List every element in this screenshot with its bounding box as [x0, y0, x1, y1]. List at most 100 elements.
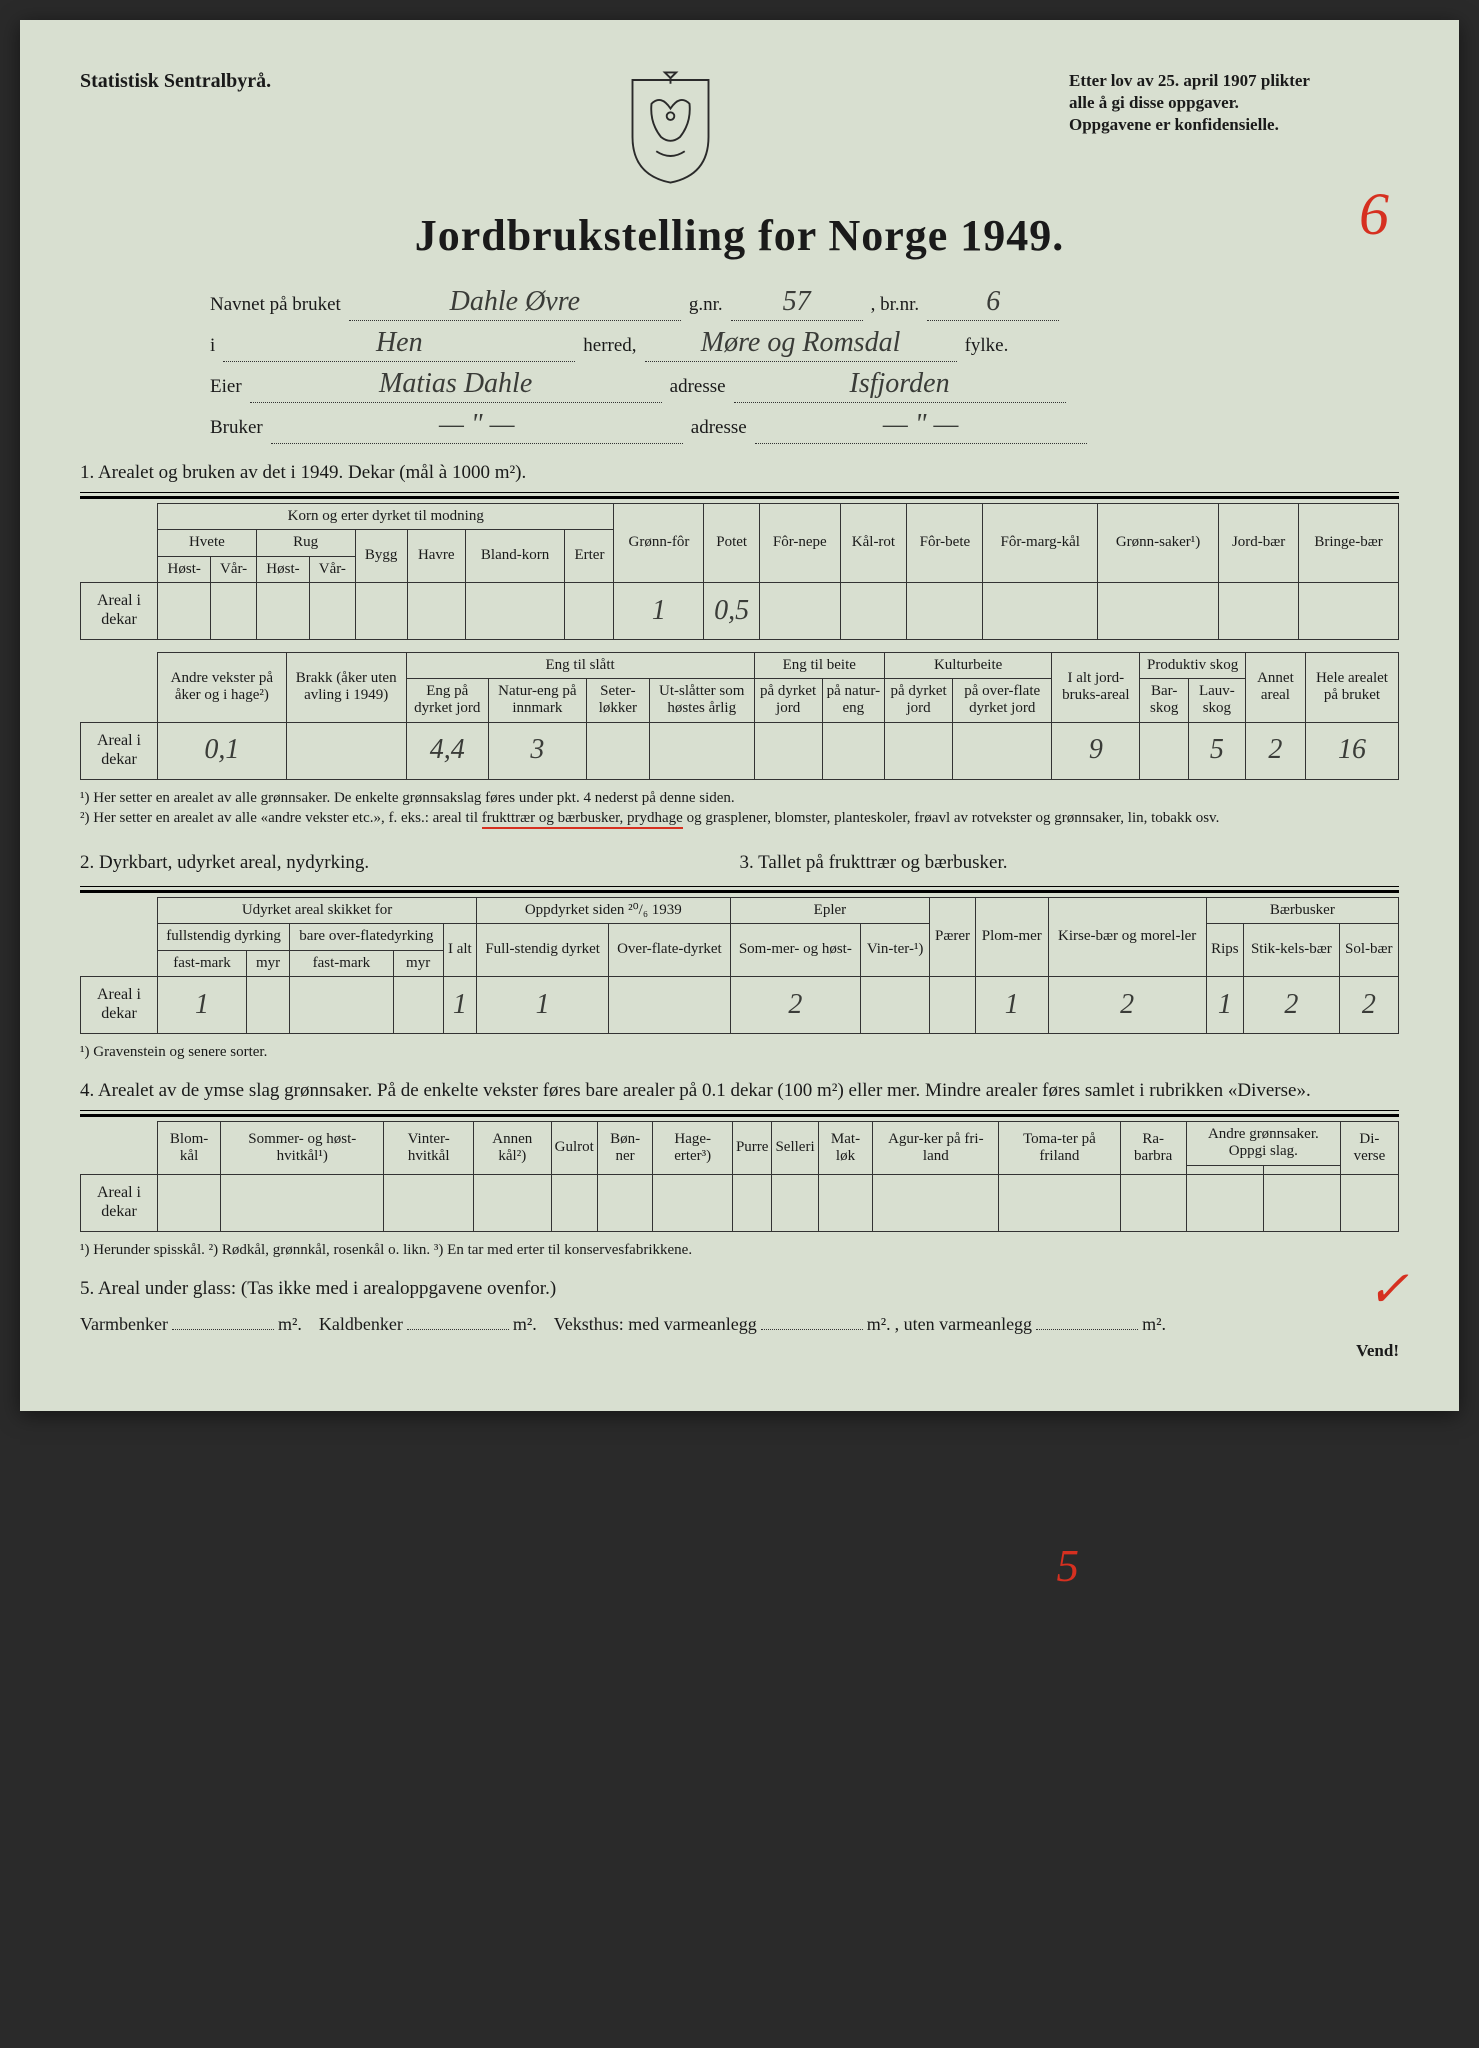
legal-notice: Etter lov av 25. april 1907 plikter alle… — [1069, 70, 1399, 136]
val-lauvskog: 5 — [1188, 722, 1245, 779]
th-rug-var: Vår- — [310, 556, 355, 582]
coat-of-arms-icon — [623, 70, 718, 185]
th-formargkal: Fôr-marg-kål — [983, 504, 1097, 583]
label-varmbenker: Varmbenker — [80, 1314, 168, 1335]
veksthus-uten-value — [1036, 1327, 1138, 1330]
red-checkmark: ✓ — [1367, 1260, 1409, 1318]
th-vinter: Vin-ter-¹) — [861, 924, 930, 977]
th-brakk: Brakk (åker uten avling i 1949) — [286, 652, 406, 722]
th-baerbusker-group: Bærbusker — [1206, 898, 1398, 924]
th-udyrket-group: Udyrket areal skikket for — [158, 898, 477, 924]
th-epler-group: Epler — [730, 898, 930, 924]
section-4-footnote: ¹) Herunder spisskål. ²) Rødkål, grønnkå… — [80, 1240, 1399, 1260]
kommune-value: Hen — [223, 327, 575, 362]
label-fylke: fylke. — [965, 335, 1009, 357]
th-plommer: Plom-mer — [975, 898, 1048, 977]
th-seterlokker: Seter-løkker — [586, 679, 649, 723]
th-kalrot: Kål-rot — [840, 504, 907, 583]
th-engslatt-group: Eng til slått — [406, 652, 754, 678]
section-5-heading: 5. Areal under glass: (Tas ikke med i ar… — [80, 1278, 1399, 1300]
th-solbaer: Sol-bær — [1339, 924, 1398, 977]
gnr-value: 57 — [731, 286, 863, 321]
th-full-myr: myr — [247, 950, 290, 976]
val-annet: 2 — [1245, 722, 1305, 779]
census-form-page: Statistisk Sentralbyrå. Etter lov av 25.… — [20, 20, 1459, 1411]
section-3-heading: 3. Tallet på frukttrær og bærbusker. — [740, 852, 1400, 874]
th-kb-dyrket: på dyrket jord — [885, 679, 953, 723]
th-hageerter: Hage-erter³) — [653, 1122, 733, 1175]
table-2-3: Udyrket areal skikket for Oppdyrket side… — [80, 897, 1399, 1034]
brnr-value: 6 — [927, 286, 1059, 321]
th-hvete: Hvete — [158, 530, 257, 556]
th-fornepe: Fôr-nepe — [759, 504, 840, 583]
label-eier: Eier — [210, 376, 242, 398]
th-gronnfor: Grønn-fôr — [614, 504, 704, 583]
th-potet: Potet — [704, 504, 760, 583]
th-forbete: Fôr-bete — [907, 504, 983, 583]
th-annenkal: Annen kål²) — [473, 1122, 551, 1175]
th-engbeite-group: Eng til beite — [754, 652, 884, 678]
th-erter: Erter — [565, 530, 614, 583]
label-gnr: g.nr. — [689, 294, 723, 316]
label-brnr: , br.nr. — [871, 294, 920, 316]
th-sommerhvitkål: Sommer- og høst-hvitkål¹) — [221, 1122, 384, 1175]
table-1a-data-row: Areal i dekar 1 0,5 — [81, 582, 1399, 639]
th-beite-dyrket: på dyrket jord — [754, 679, 822, 723]
th-purre: Purre — [732, 1122, 772, 1175]
table-4-data-row: Areal i dekar — [81, 1174, 1399, 1231]
table-2-3-data-row: Areal i dekar 1 1 1 2 1 2 1 2 2 — [81, 976, 1399, 1033]
label-veksthus-varme: Veksthus: med varmeanlegg — [554, 1314, 757, 1335]
turn-over-label: Vend! — [80, 1341, 1399, 1361]
th-bygg: Bygg — [355, 530, 407, 583]
kaldbenker-value — [407, 1327, 509, 1330]
label-bruker: Bruker — [210, 417, 263, 439]
section-2-3-headings: 2. Dyrkbart, udyrket areal, nydyrking. 3… — [80, 834, 1399, 882]
section-4-heading: 4. Arealet av de ymse slag grønnsaker. P… — [80, 1080, 1399, 1102]
val-opp-full: 1 — [477, 976, 609, 1033]
val-sommerhost: 2 — [730, 976, 860, 1033]
section-1-heading: 1. Arealet og bruken av det i 1949. Deka… — [80, 462, 1399, 484]
val-kirsebaer: 2 — [1048, 976, 1206, 1033]
th-matlok: Mat-løk — [818, 1122, 873, 1175]
line-eier: Eier Matias Dahle adresse Isfjorden — [80, 368, 1399, 403]
veksthus-varme-value — [761, 1327, 863, 1330]
th-andrevekster: Andre vekster på åker og i hage²) — [158, 652, 287, 722]
label-adresse-2: adresse — [691, 417, 747, 439]
th-ialt: I alt — [443, 924, 476, 977]
th-gulrot: Gulrot — [551, 1122, 597, 1175]
th-full-fastmark: fast-mark — [158, 950, 247, 976]
th-korn-group: Korn og erter dyrket til modning — [158, 504, 614, 530]
th-oppdyrket-group: Oppdyrket siden ²⁰/₆ 1939 — [477, 898, 731, 924]
section-5-line: Varmbenker m². Kaldbenker m². Veksthus: … — [80, 1314, 1399, 1335]
th-rabarbra: Ra-barbra — [1120, 1122, 1186, 1175]
th-diverse: Di-verse — [1340, 1122, 1398, 1175]
val-ialt-jordbruk: 9 — [1052, 722, 1140, 779]
table-1b-data-row: Areal i dekar 0,1 4,4 3 9 5 2 16 — [81, 722, 1399, 779]
th-hvete-var: Vår- — [211, 556, 256, 582]
th-bareover: bare over-flatedyrking — [290, 924, 444, 950]
varmbenker-value — [172, 1327, 274, 1330]
th-utslatter: Ut-slåtter som høstes årlig — [649, 679, 754, 723]
val-ialt: 1 — [443, 976, 476, 1033]
th-kulturbeite-group: Kulturbeite — [885, 652, 1052, 678]
label-kaldbenker: Kaldbenker — [319, 1314, 403, 1335]
bruker-value: — " — — [271, 409, 683, 444]
footnote-1: ¹) Her setter en arealet av alle grønnsa… — [80, 788, 1399, 808]
line-bruker: Bruker — " — adresse — " — — [80, 409, 1399, 444]
rule — [80, 886, 1399, 893]
label-navnet: Navnet på bruket — [210, 294, 341, 316]
red-page-number: 6 — [1359, 180, 1389, 249]
th-opp-full: Full-stendig dyrket — [477, 924, 609, 977]
th-ialt-jordbruk: I alt jord-bruks-areal — [1052, 652, 1140, 722]
th-gronnsaker: Grønn-saker¹) — [1097, 504, 1218, 583]
th-over-myr: myr — [393, 950, 443, 976]
th-blomkal: Blom-kål — [158, 1122, 221, 1175]
label-i: i — [210, 335, 215, 357]
th-rips: Rips — [1206, 924, 1244, 977]
table-1a: Korn og erter dyrket til modning Grønn-f… — [80, 503, 1399, 640]
section-2-footnote: ¹) Gravenstein og senere sorter. — [80, 1042, 1399, 1062]
th-hele-arealet: Hele arealet på bruket — [1305, 652, 1398, 722]
val-andrevekster: 0,1 — [158, 722, 287, 779]
unit-m2-2: m². — [513, 1314, 537, 1335]
th-blandkorn: Bland-korn — [465, 530, 565, 583]
